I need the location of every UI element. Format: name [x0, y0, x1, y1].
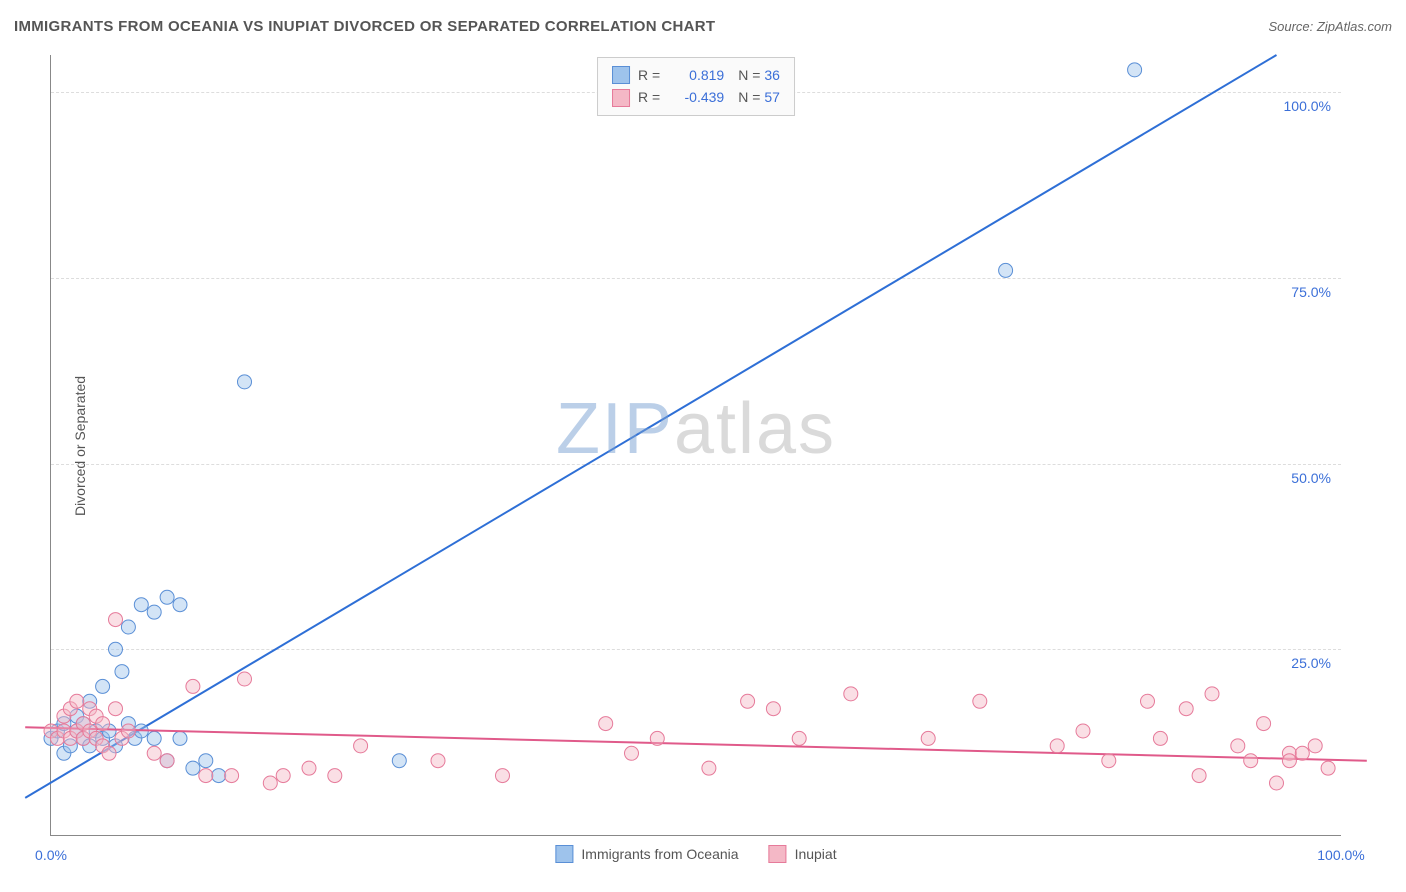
- legend-swatch: [612, 89, 630, 107]
- data-point: [199, 754, 213, 768]
- data-point: [186, 679, 200, 693]
- data-point: [1321, 761, 1335, 775]
- chart-title: IMMIGRANTS FROM OCEANIA VS INUPIAT DIVOR…: [14, 18, 715, 35]
- legend-swatch: [612, 66, 630, 84]
- data-point: [238, 375, 252, 389]
- data-point: [999, 263, 1013, 277]
- data-point: [625, 746, 639, 760]
- legend-stats: R =-0.439N =57: [638, 86, 780, 108]
- data-point: [1270, 776, 1284, 790]
- data-point: [212, 769, 226, 783]
- data-point: [354, 739, 368, 753]
- data-point: [199, 769, 213, 783]
- data-point: [121, 724, 135, 738]
- series-legend-label: Inupiat: [795, 846, 837, 862]
- data-point: [147, 731, 161, 745]
- data-point: [921, 731, 935, 745]
- correlation-legend: R =0.819N =36R =-0.439N =57: [597, 57, 795, 116]
- data-point: [186, 761, 200, 775]
- data-point: [1076, 724, 1090, 738]
- data-point: [650, 731, 664, 745]
- scatter-plot-svg: [51, 55, 1341, 835]
- data-point: [225, 769, 239, 783]
- data-point: [115, 665, 129, 679]
- series-legend-label: Immigrants from Oceania: [581, 846, 738, 862]
- data-point: [70, 694, 84, 708]
- data-point: [741, 694, 755, 708]
- data-point: [134, 598, 148, 612]
- data-point: [702, 761, 716, 775]
- data-point: [96, 679, 110, 693]
- data-point: [1205, 687, 1219, 701]
- legend-swatch: [769, 845, 787, 863]
- data-point: [1257, 717, 1271, 731]
- data-point: [263, 776, 277, 790]
- series-legend-item: Inupiat: [769, 845, 837, 863]
- data-point: [973, 694, 987, 708]
- data-point: [1050, 739, 1064, 753]
- x-tick-label: 0.0%: [35, 847, 67, 863]
- data-point: [1153, 731, 1167, 745]
- data-point: [844, 687, 858, 701]
- data-point: [1282, 754, 1296, 768]
- data-point: [109, 642, 123, 656]
- data-point: [1179, 702, 1193, 716]
- data-point: [121, 620, 135, 634]
- legend-stats: R =0.819N =36: [638, 64, 780, 86]
- data-point: [1102, 754, 1116, 768]
- data-point: [599, 717, 613, 731]
- data-point: [496, 769, 510, 783]
- data-point: [431, 754, 445, 768]
- trend-line: [25, 55, 1276, 798]
- data-point: [302, 761, 316, 775]
- data-point: [1295, 746, 1309, 760]
- data-point: [147, 605, 161, 619]
- data-point: [1231, 739, 1245, 753]
- data-point: [160, 754, 174, 768]
- data-point: [160, 590, 174, 604]
- trend-line: [25, 727, 1367, 760]
- data-point: [147, 746, 161, 760]
- data-point: [1128, 63, 1142, 77]
- data-point: [173, 598, 187, 612]
- x-tick-label: 100.0%: [1317, 847, 1364, 863]
- data-point: [238, 672, 252, 686]
- data-point: [392, 754, 406, 768]
- data-point: [328, 769, 342, 783]
- data-point: [173, 731, 187, 745]
- data-point: [1308, 739, 1322, 753]
- legend-row: R =0.819N =36: [612, 64, 780, 86]
- data-point: [766, 702, 780, 716]
- data-point: [1244, 754, 1258, 768]
- data-point: [102, 746, 116, 760]
- data-point: [109, 613, 123, 627]
- data-point: [792, 731, 806, 745]
- source-attribution: Source: ZipAtlas.com: [1268, 19, 1392, 34]
- data-point: [1192, 769, 1206, 783]
- legend-swatch: [555, 845, 573, 863]
- data-point: [96, 717, 110, 731]
- series-legend: Immigrants from Oceania Inupiat: [555, 845, 836, 863]
- data-point: [109, 702, 123, 716]
- data-point: [1141, 694, 1155, 708]
- legend-row: R =-0.439N =57: [612, 86, 780, 108]
- data-point: [276, 769, 290, 783]
- plot-area: 25.0%50.0%75.0%100.0% ZIPatlas R =0.819N…: [50, 55, 1341, 836]
- series-legend-item: Immigrants from Oceania: [555, 845, 738, 863]
